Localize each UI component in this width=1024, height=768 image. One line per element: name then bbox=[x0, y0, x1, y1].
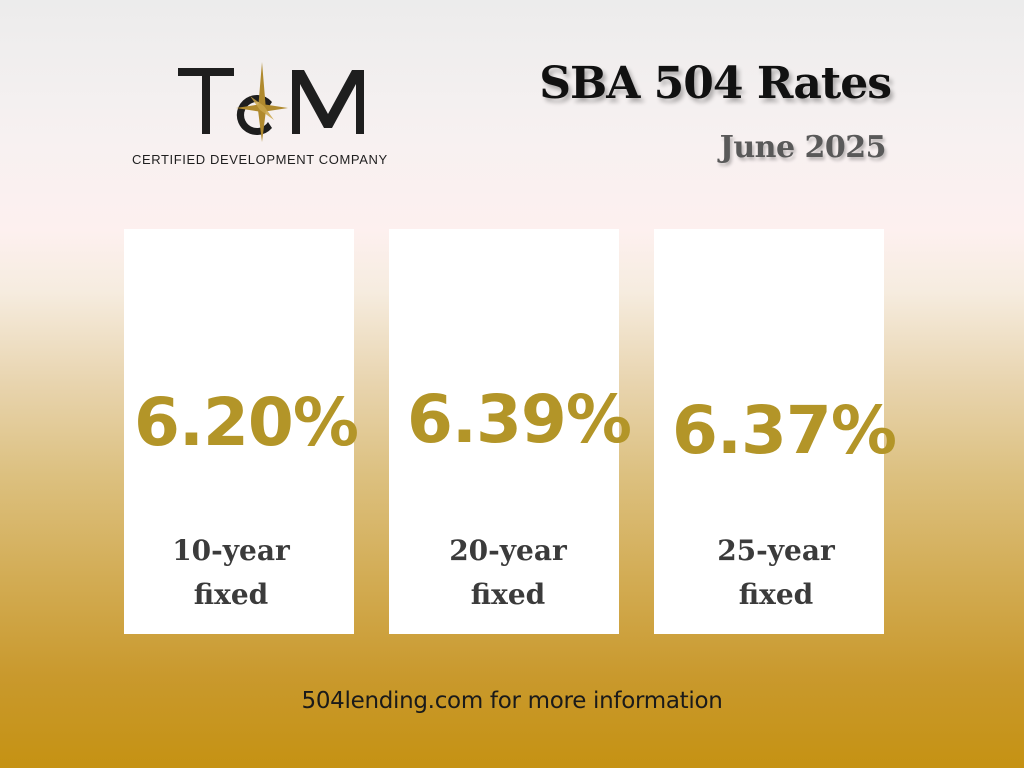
rate-card-25-year: 6.37% 25-year fixed bbox=[654, 229, 897, 634]
rate-term: 25-year fixed bbox=[661, 529, 891, 617]
rate-term: 20-year fixed bbox=[393, 529, 623, 617]
rate-card-10-year: 6.20% 10-year fixed bbox=[124, 229, 359, 634]
tcm-logo: CERTIFIED DEVELOPMENT COMPANY bbox=[128, 62, 418, 177]
term-line: fixed bbox=[193, 578, 269, 611]
logo-tagline: CERTIFIED DEVELOPMENT COMPANY bbox=[132, 152, 388, 167]
footer-info: 504lending.com for more information bbox=[301, 688, 723, 714]
term-line: 20-year bbox=[449, 534, 567, 567]
term-line: 25-year bbox=[717, 534, 835, 567]
page-subtitle: June 2025 bbox=[719, 130, 887, 165]
rate-card-20-year: 6.39% 20-year fixed bbox=[389, 229, 632, 634]
term-line: 10-year bbox=[172, 534, 290, 567]
term-line: fixed bbox=[470, 578, 546, 611]
star-icon bbox=[236, 62, 288, 142]
rate-value: 6.39% bbox=[407, 381, 632, 458]
page-title: SBA 504 Rates bbox=[539, 58, 892, 109]
rate-value: 6.20% bbox=[134, 384, 359, 461]
rate-term: 10-year fixed bbox=[116, 529, 346, 617]
tcm-logo-mark bbox=[178, 62, 364, 142]
rate-value: 6.37% bbox=[672, 392, 897, 469]
term-line: fixed bbox=[738, 578, 814, 611]
